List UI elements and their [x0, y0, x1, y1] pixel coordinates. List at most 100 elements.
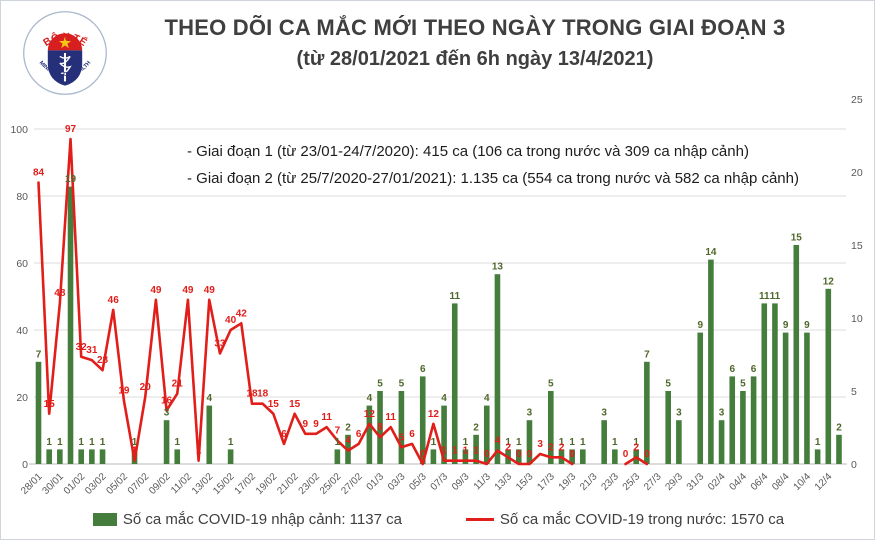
bar — [580, 449, 586, 464]
ministry-of-health-logo: BỘ Y TẾ MINISTRY OF HEALTH — [23, 11, 107, 95]
bar — [772, 303, 778, 464]
bar — [708, 259, 714, 464]
bar-data-label: 1 — [46, 437, 52, 448]
x-axis-tick: 15/02 — [211, 471, 237, 497]
line-data-label: 84 — [33, 168, 45, 179]
x-axis-tick: 21/3 — [578, 471, 600, 493]
bar — [526, 420, 533, 464]
x-axis-tick: 09/02 — [147, 471, 173, 497]
x-axis-tick: 01/02 — [62, 471, 88, 497]
x-axis-tick: 10/4 — [792, 471, 814, 493]
x-axis-tick: 27/3 — [642, 471, 664, 493]
bar-data-label: 1 — [335, 437, 341, 448]
line-data-label: 2 — [559, 442, 565, 453]
x-axis-tick: 28/01 — [19, 471, 45, 497]
bar-data-label: 1 — [132, 437, 138, 448]
bar-data-label: 3 — [676, 408, 682, 419]
left-axis-tick: 80 — [16, 191, 28, 203]
x-axis-tick: 23/02 — [297, 471, 323, 497]
phase-annotations: - Giai đoạn 1 (từ 23/01-24/7/2020): 415 … — [187, 138, 799, 192]
x-axis-tick: 21/02 — [275, 471, 301, 497]
x-axis-tick: 30/01 — [40, 471, 66, 497]
phase2-annotation: - Giai đoạn 2 (từ 25/7/2020-27/01/2021):… — [187, 170, 799, 187]
bar-data-label: 3 — [719, 408, 725, 419]
bar — [729, 376, 736, 464]
legend-bar-label: Số ca mắc COVID-19 nhập cảnh: 1137 ca — [122, 511, 402, 528]
bar-data-label: 11 — [759, 291, 770, 302]
line-data-label: 0 — [569, 449, 575, 460]
right-axis-tick: 15 — [851, 240, 863, 252]
bar-data-label: 1 — [505, 437, 511, 448]
logo-star-icon — [58, 36, 72, 49]
bar-data-label: 3 — [601, 408, 607, 419]
bar-data-label: 5 — [740, 379, 746, 390]
bar-data-label: 1 — [78, 437, 84, 448]
line-data-label: 1 — [132, 446, 138, 457]
domestic-cases-line — [37, 137, 574, 466]
line-data-label: 0 — [623, 449, 629, 460]
bar — [419, 376, 426, 464]
x-axis-tick: 01/3 — [365, 471, 387, 493]
line-data-label: 49 — [182, 285, 194, 296]
line-data-label: 49 — [204, 285, 216, 296]
line-data-label: 7 — [335, 426, 341, 437]
bar — [89, 449, 95, 464]
bar-data-label: 1 — [633, 437, 639, 448]
bar — [451, 303, 458, 464]
bar — [644, 361, 650, 464]
bar-data-label: 4 — [484, 393, 490, 404]
bar — [836, 434, 842, 464]
bar — [761, 303, 768, 464]
bar-data-label: 4 — [441, 393, 447, 404]
line-data-label: 9 — [303, 419, 309, 430]
legend-line-label: Số ca mắc COVID-19 trong nước: 1570 ca — [499, 511, 785, 528]
bar — [825, 288, 832, 464]
bar — [750, 376, 757, 464]
line-data-label: 1 — [463, 446, 469, 457]
line-data-label: 28 — [97, 355, 109, 366]
line-data-label: 6 — [356, 429, 362, 440]
bar-data-label: 6 — [729, 364, 735, 375]
bar-data-label: 13 — [492, 262, 504, 273]
bar — [612, 449, 618, 464]
bar-data-label: 1 — [580, 437, 586, 448]
line-data-label: 2 — [505, 442, 511, 453]
bar-data-label: 3 — [527, 408, 533, 419]
x-axis-tick: 17/3 — [535, 471, 557, 493]
x-axis-tick: 27/02 — [339, 471, 365, 497]
x-axis-tick: 12/4 — [813, 471, 835, 493]
chart-legend: Số ca mắc COVID-19 nhập cảnh: 1137 ca Số… — [1, 511, 874, 528]
line-data-label: 0 — [527, 449, 533, 460]
line-data-label: 11 — [321, 412, 332, 423]
legend-item-imported: Số ca mắc COVID-19 nhập cảnh: 1137 ca — [92, 511, 402, 528]
line-data-label: 1 — [441, 446, 447, 457]
line-data-label: 4 — [345, 436, 351, 447]
bar-data-label: 1 — [569, 437, 575, 448]
bar-data-label: 1 — [612, 437, 618, 448]
x-axis-tick: 17/02 — [233, 471, 259, 497]
left-axis-tick: 0 — [22, 459, 28, 471]
bar-data-label: 19 — [65, 174, 77, 185]
x-axis-tick: 19/02 — [254, 471, 280, 497]
x-axis-tick: 06/4 — [749, 471, 771, 493]
line-data-label: 1 — [473, 446, 479, 457]
x-axis-tick: 25/02 — [318, 471, 344, 497]
bar-data-label: 1 — [57, 437, 63, 448]
bar-data-label: 5 — [548, 379, 554, 390]
bar — [206, 405, 213, 464]
legend-bar-swatch — [92, 513, 117, 526]
bar-data-label: 9 — [697, 320, 703, 331]
line-data-label: 33 — [214, 338, 226, 349]
bar — [227, 449, 234, 464]
line-data-label: 21 — [172, 379, 184, 390]
x-axis-tick: 07/02 — [126, 471, 152, 497]
line-data-label: 0 — [484, 449, 490, 460]
title-block: THEO DÕI CA MẮC MỚI THEO NGÀY TRONG GIAI… — [119, 15, 831, 71]
line-data-label: 15 — [268, 399, 280, 410]
left-axis-tick: 60 — [16, 258, 28, 270]
line-data-label: 6 — [409, 429, 415, 440]
logo-top-text: BỘ Y TẾ — [42, 30, 90, 49]
line-data-label: 42 — [236, 308, 248, 319]
